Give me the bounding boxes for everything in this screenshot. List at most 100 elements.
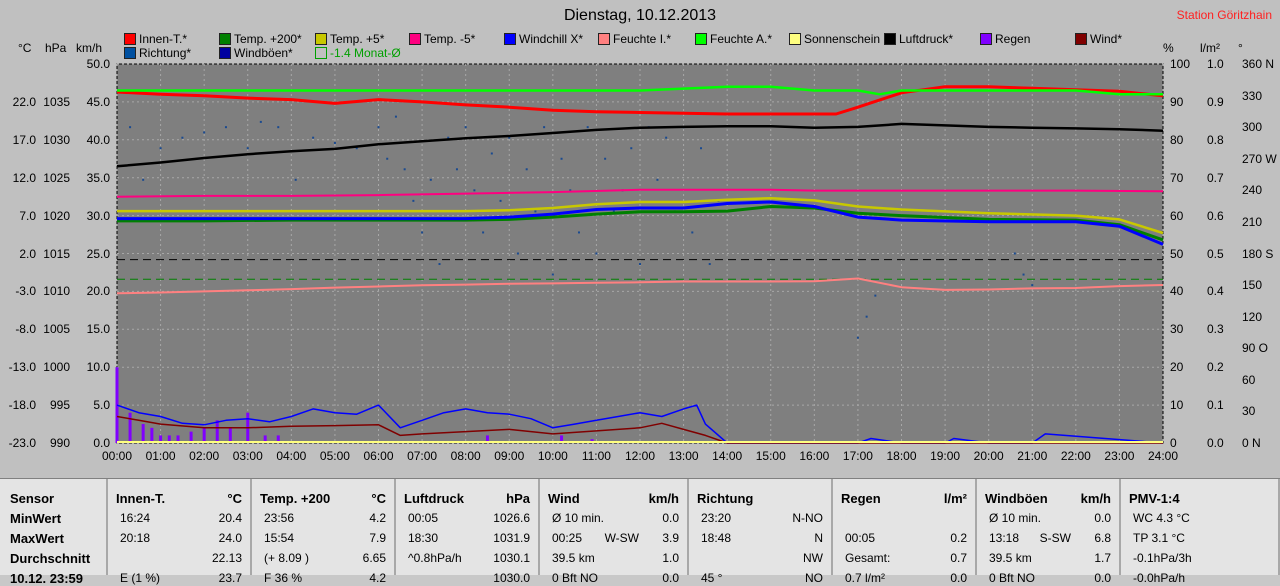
direction-point <box>551 273 554 276</box>
direction-point <box>874 294 877 297</box>
rain-bar <box>263 435 267 443</box>
humidity-tick: 50 <box>1170 246 1184 261</box>
cell-value: 24.0 <box>218 531 242 545</box>
station-name: Station Göritzhain <box>1176 8 1272 22</box>
direction-point <box>312 136 315 139</box>
legend-swatch <box>124 33 136 45</box>
wind-tick: 10.0 <box>86 360 110 375</box>
row-label: 10.12. 23:59 <box>10 571 84 586</box>
series-line-innen-t <box>116 85 1164 116</box>
cell-left: 00:25 <box>552 531 583 545</box>
column-unit: °C <box>371 491 386 506</box>
weather-chart: Dienstag, 10.12.2013 Station Göritzhain … <box>8 7 1277 463</box>
temp-tick: -18.0 <box>8 398 36 413</box>
humidity-tick: 60 <box>1170 208 1184 223</box>
legend-swatch <box>219 33 231 45</box>
series-line-windb-en <box>116 404 1164 444</box>
cell-value: 3.9 <box>662 531 679 545</box>
axis-unit-rain: l/m² <box>1200 41 1220 55</box>
cell-value: 20.4 <box>218 511 242 525</box>
pressure-tick: 1005 <box>43 322 70 337</box>
x-tick: 11:00 <box>581 449 611 463</box>
legend-swatch <box>315 47 327 59</box>
direction-point <box>665 136 668 139</box>
cell-left: (+ 8.09 ) <box>264 551 310 565</box>
direction-tick: 210 <box>1242 214 1263 229</box>
plot-area <box>115 63 1164 444</box>
x-tick: 17:00 <box>842 449 873 463</box>
direction-point <box>630 147 633 150</box>
x-tick: 21:00 <box>1017 449 1048 463</box>
direction-tick: 90 O <box>1242 341 1269 356</box>
cell-left: 39.5 km <box>989 551 1032 565</box>
cell-left: 0 Bft NO <box>552 571 599 585</box>
direction-point <box>656 178 659 181</box>
direction-point <box>691 231 694 234</box>
direction-point <box>708 263 711 266</box>
direction-point <box>604 157 607 160</box>
direction-point <box>569 189 572 192</box>
column-header: Regen <box>841 491 881 506</box>
chart-title: Dienstag, 10.12.2013 <box>563 7 717 24</box>
cell-value: 4.2 <box>369 571 386 585</box>
wind-tick: 25.0 <box>86 246 110 261</box>
column-header: Sensor <box>10 491 55 506</box>
x-tick: 10:00 <box>537 449 568 463</box>
cell-value: 0.0 <box>662 571 679 585</box>
rain-tick: 0.1 <box>1207 398 1224 413</box>
direction-point <box>1013 252 1016 255</box>
legend-swatch <box>884 33 896 45</box>
humidity-tick: 100 <box>1170 57 1191 71</box>
cell-value: 23.7 <box>218 571 242 585</box>
legend-swatch <box>124 47 136 59</box>
legend-swatch <box>980 33 992 45</box>
x-tick: 19:00 <box>930 449 961 463</box>
direction-point <box>490 152 493 155</box>
cell-direction: W-SW <box>604 531 639 545</box>
cell-value: 0.7 <box>950 551 967 565</box>
cell-left: 0.7 l/m² <box>845 571 886 585</box>
legend-swatch <box>695 33 707 45</box>
direction-tick: 0 N <box>1242 436 1261 450</box>
cell-left: 15:54 <box>264 531 295 545</box>
x-tick: 03:00 <box>232 449 263 463</box>
cell-left: 00:05 <box>845 531 876 545</box>
axis-unit-wind: km/h <box>76 41 103 55</box>
x-tick: 13:00 <box>668 449 699 463</box>
axis-unit-pressure: hPa <box>45 41 67 55</box>
legend-label: Feuchte A.* <box>710 32 773 46</box>
temp-tick: 17.0 <box>12 132 36 147</box>
legend-label: Windchill X* <box>519 32 584 46</box>
x-tick: 12:00 <box>624 449 656 463</box>
stats-column: Innen-T. °C 16:24 20.4 20:18 24.0 22.13 E (1 %)… <box>108 479 252 585</box>
wind-tick: 5.0 <box>93 398 110 413</box>
stats-column: Regen l/m² 00:05 0.2 Gesamt: 0.7 0.7 l/m² 0.0 <box>833 479 977 585</box>
x-tick: 04:00 <box>276 449 307 463</box>
direction-point <box>455 168 458 171</box>
legend-month-average: -1.4 Monat-Ø <box>315 46 401 60</box>
column-unit: hPa <box>506 491 530 506</box>
direction-tick: 180 S <box>1242 246 1274 261</box>
series-line-windchill-x <box>117 200 1164 246</box>
series-line-feuchte-a <box>117 85 1163 96</box>
cell-left: E (1 %) <box>120 571 161 585</box>
stats-column: PMV-1:4 WC 4.3 °C TP 3.1 °C -0.1hPa/3h -0.0h… <box>1121 479 1280 585</box>
x-tick: 14:00 <box>712 449 743 463</box>
cell-left: 00:05 <box>408 511 439 525</box>
row-label: MinWert <box>10 511 62 526</box>
cell-value: 0.0 <box>1094 571 1111 585</box>
rain-bar <box>189 431 193 443</box>
cell-value: 0.0 <box>662 511 679 525</box>
cell-left: 16:24 <box>120 511 151 525</box>
rain-tick: 0.4 <box>1207 284 1224 299</box>
legend-swatch <box>504 33 516 45</box>
legend-item: Windböen* <box>219 46 293 60</box>
legend-item: Feuchte I.* <box>598 32 671 46</box>
rain-bar <box>128 412 132 443</box>
legend-label: Innen-T.* <box>139 32 188 46</box>
wind-tick: 15.0 <box>86 322 110 337</box>
direction-point <box>499 199 502 202</box>
direction-point <box>394 115 397 118</box>
humidity-tick: 0 <box>1170 436 1177 450</box>
direction-point <box>508 136 511 139</box>
